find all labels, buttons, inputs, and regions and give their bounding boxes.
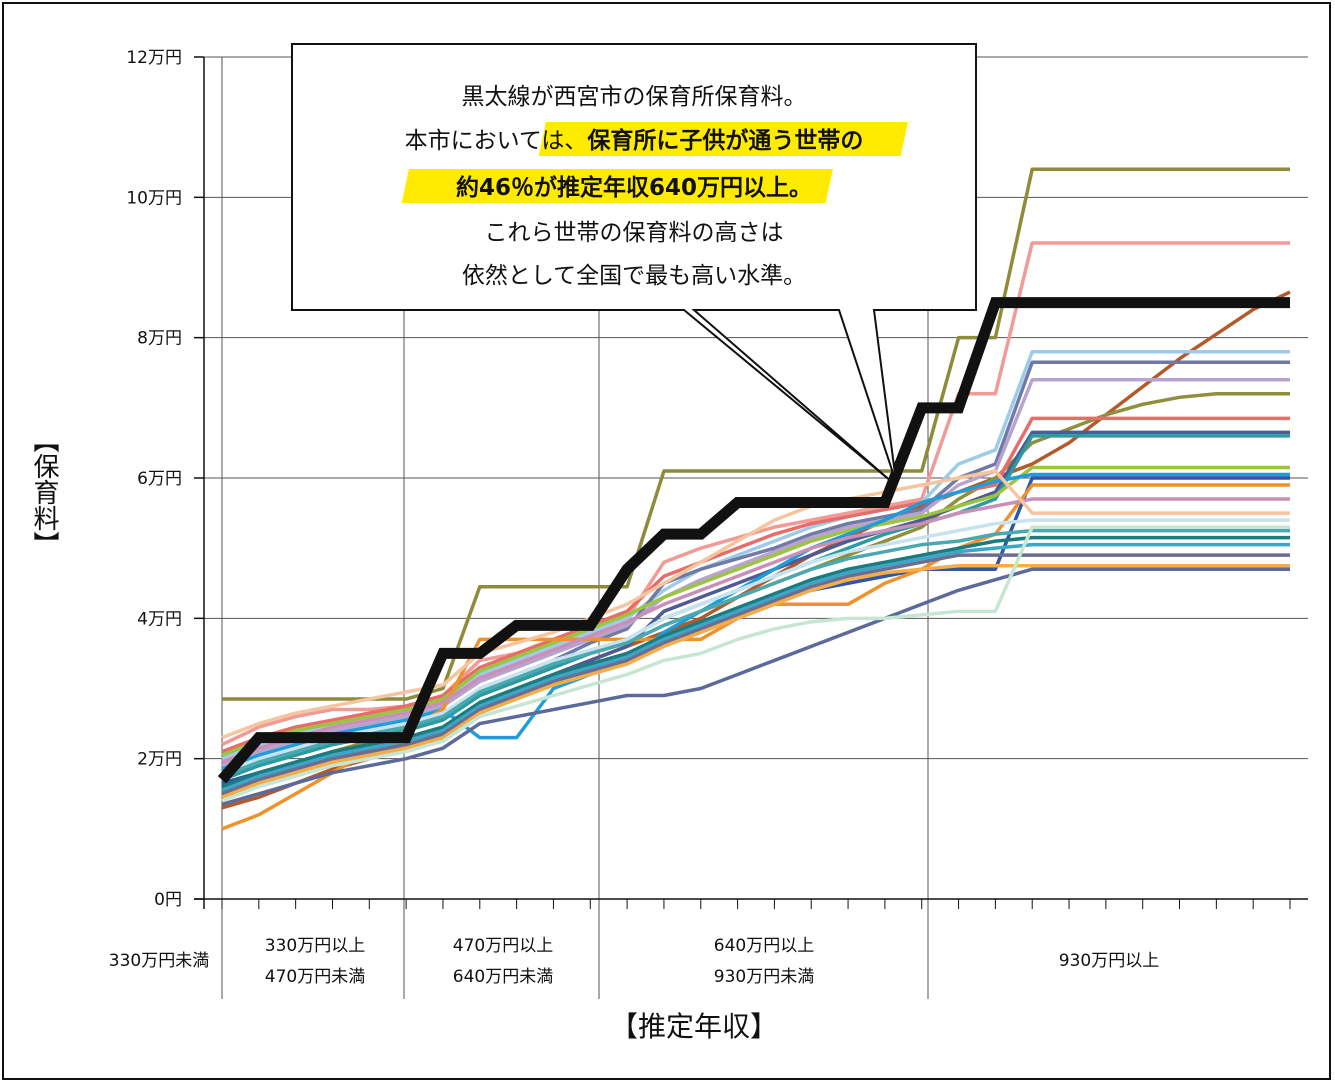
callout-highlight-2 (401, 169, 833, 203)
callout-highlight-1 (538, 122, 908, 156)
series-line-11 (221, 472, 1290, 771)
series-line-17 (221, 528, 1290, 778)
y-tick-label-2: 4万円 (137, 609, 182, 629)
y-tick-label-4: 8万円 (137, 329, 182, 349)
callout-line-5: 依然として全国で最も高い水準。 (462, 263, 806, 289)
y-tick-labels: 0円 2万円 4万円 6万円 8万円 10万円 12万円 (126, 48, 182, 910)
callout-line-4: これら世帯の保育料の高さは (485, 220, 784, 246)
x-category-label-2-0: 470万円以上 (453, 936, 553, 956)
x-category-label-1-1: 470万円未満 (265, 967, 365, 987)
x-category-label-1-0: 330万円以上 (265, 936, 365, 956)
series-line-21 (221, 563, 1290, 799)
x-category-label-2-1: 640万円未満 (453, 967, 553, 987)
axes (194, 56, 1308, 909)
y-tick-label-1: 2万円 (137, 750, 182, 770)
callout-line-3: 約46％が推定年収640万円以上。 (456, 174, 812, 201)
y-axis-label: 【保育料】 (29, 427, 59, 557)
callout-line-2: 本市においては、保育所に子供が通う世帯の (405, 127, 864, 154)
highlight-layer (217, 297, 1290, 784)
series-line-10 (221, 465, 1290, 757)
series-line-5 (221, 378, 1290, 768)
series-line-15 (221, 469, 1290, 740)
series-line-23 (221, 525, 1290, 803)
y-tick-label-5: 10万円 (126, 188, 182, 208)
series-line-22 (221, 567, 1290, 806)
callout-line-2-highlight: 保育所に子供が通う世帯の (586, 127, 863, 154)
x-category-labels: 330万円未満 330万円以上 470万円未満 470万円以上 640万円未満 640万円… (109, 936, 1159, 987)
chart: 0円 2万円 4万円 6万円 8万円 10万円 12万円 330万円未満 330万円以上 470… (29, 43, 1308, 1043)
series-line-0 (222, 167, 1290, 701)
series-line-16 (221, 518, 1290, 775)
y-tick-label-3: 6万円 (137, 469, 182, 489)
callout: 黒太線が西宮市の保育所保育料。 本市においては、保育所に子供が通う世帯の 約46… (291, 43, 977, 483)
series-line-14 (221, 497, 1290, 764)
nishinomiya-series-line (217, 297, 1290, 784)
x-axis-label: 【推定年収】 (610, 1010, 778, 1043)
x-category-label-3-0: 640万円以上 (714, 936, 814, 956)
callout-line-1: 黒太線が西宮市の保育所保育料。 (462, 84, 807, 110)
callout-line-2-plain: 本市においては、 (405, 128, 588, 154)
x-category-label-0-0: 330万円未満 (109, 951, 209, 971)
y-tick-label-6: 12万円 (126, 48, 182, 68)
series-line-1 (221, 241, 1290, 747)
series-line-7 (221, 416, 1290, 754)
x-category-label-3-1: 930万円未満 (714, 967, 814, 987)
series-line-20 (221, 553, 1290, 796)
y-tick-label-0: 0円 (154, 890, 182, 910)
x-category-label-4-0: 930万円以上 (1059, 951, 1159, 971)
